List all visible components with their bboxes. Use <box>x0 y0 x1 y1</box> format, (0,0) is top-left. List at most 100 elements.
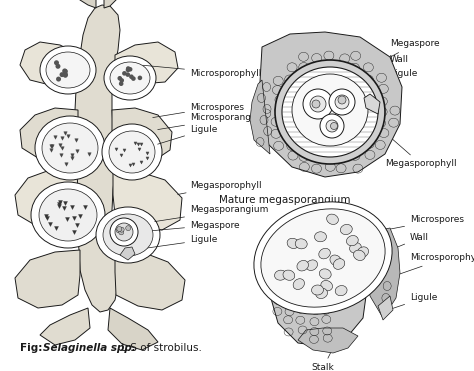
Circle shape <box>63 69 68 74</box>
Circle shape <box>119 78 124 83</box>
Polygon shape <box>20 108 78 158</box>
Circle shape <box>320 114 344 138</box>
Text: Fig:: Fig: <box>20 343 46 353</box>
Circle shape <box>119 227 124 232</box>
Polygon shape <box>15 250 80 308</box>
Polygon shape <box>113 170 182 230</box>
Circle shape <box>122 71 127 76</box>
Ellipse shape <box>319 248 330 259</box>
Circle shape <box>63 72 68 77</box>
Ellipse shape <box>261 209 385 307</box>
Circle shape <box>338 96 346 104</box>
Circle shape <box>326 120 338 132</box>
Circle shape <box>126 226 131 231</box>
Ellipse shape <box>282 67 378 157</box>
Circle shape <box>129 75 134 79</box>
Text: Megaspore: Megaspore <box>330 39 439 89</box>
Text: Microsporophyll: Microsporophyll <box>397 253 474 275</box>
Text: Microsporangium: Microsporangium <box>158 114 268 129</box>
Ellipse shape <box>295 239 307 249</box>
Ellipse shape <box>104 56 156 100</box>
Ellipse shape <box>274 270 286 280</box>
Ellipse shape <box>40 46 96 94</box>
Ellipse shape <box>321 280 333 291</box>
Circle shape <box>56 76 61 82</box>
Ellipse shape <box>357 247 368 257</box>
Ellipse shape <box>314 232 327 242</box>
Circle shape <box>330 122 337 129</box>
Circle shape <box>119 81 123 86</box>
Circle shape <box>335 95 349 109</box>
Polygon shape <box>115 250 185 310</box>
Text: Wall: Wall <box>374 56 409 82</box>
Circle shape <box>310 96 326 112</box>
Circle shape <box>60 72 64 77</box>
Ellipse shape <box>42 123 98 173</box>
Polygon shape <box>115 42 178 84</box>
Text: Megasporophyll: Megasporophyll <box>178 181 262 194</box>
Ellipse shape <box>354 250 365 260</box>
Text: Megaspore: Megaspore <box>141 220 240 232</box>
Circle shape <box>119 230 124 235</box>
Polygon shape <box>108 308 158 350</box>
Text: Mature megasporangium: Mature megasporangium <box>219 195 351 205</box>
Ellipse shape <box>46 52 90 88</box>
Circle shape <box>128 67 132 72</box>
Polygon shape <box>75 5 120 312</box>
Circle shape <box>116 228 121 233</box>
Polygon shape <box>112 108 172 160</box>
Text: Microsporophyll: Microsporophyll <box>143 65 261 78</box>
Circle shape <box>117 227 122 232</box>
Polygon shape <box>72 0 96 8</box>
Circle shape <box>54 60 59 65</box>
Ellipse shape <box>35 116 105 180</box>
Circle shape <box>303 89 333 119</box>
Circle shape <box>329 89 355 115</box>
Polygon shape <box>40 308 90 345</box>
Text: Ligule: Ligule <box>136 236 218 250</box>
Ellipse shape <box>287 238 299 249</box>
Polygon shape <box>364 94 380 114</box>
Text: L.S of strobilus.: L.S of strobilus. <box>118 343 202 353</box>
Ellipse shape <box>306 260 318 270</box>
Ellipse shape <box>319 269 331 279</box>
Ellipse shape <box>292 74 368 146</box>
Ellipse shape <box>335 286 347 296</box>
Ellipse shape <box>346 236 358 246</box>
Polygon shape <box>104 0 124 8</box>
Ellipse shape <box>31 182 105 248</box>
Text: Selaginella spp.: Selaginella spp. <box>43 343 136 353</box>
Polygon shape <box>258 32 402 177</box>
Polygon shape <box>268 268 366 346</box>
Ellipse shape <box>330 255 341 266</box>
Text: Stalk: Stalk <box>311 351 334 371</box>
Ellipse shape <box>102 124 162 180</box>
Ellipse shape <box>293 279 304 289</box>
Text: Ligule: Ligule <box>158 125 218 144</box>
Circle shape <box>63 73 68 78</box>
Ellipse shape <box>283 270 295 280</box>
Text: Megasporophyll: Megasporophyll <box>385 139 456 168</box>
Ellipse shape <box>327 214 338 224</box>
Ellipse shape <box>316 288 328 299</box>
Circle shape <box>312 100 320 108</box>
Circle shape <box>126 66 130 71</box>
Ellipse shape <box>311 285 323 295</box>
Text: Megasporangium: Megasporangium <box>155 206 268 221</box>
Text: Ligule: Ligule <box>376 69 418 102</box>
Ellipse shape <box>254 202 392 314</box>
Polygon shape <box>378 296 393 320</box>
Text: Wall: Wall <box>385 233 429 252</box>
Polygon shape <box>15 170 78 225</box>
Polygon shape <box>250 80 270 154</box>
Ellipse shape <box>103 214 153 256</box>
Ellipse shape <box>109 131 155 173</box>
Circle shape <box>126 72 130 77</box>
Ellipse shape <box>96 207 160 263</box>
Circle shape <box>137 76 142 80</box>
Ellipse shape <box>39 189 97 241</box>
Circle shape <box>131 76 136 81</box>
Circle shape <box>110 218 138 246</box>
Text: Microspores: Microspores <box>373 216 464 233</box>
Ellipse shape <box>340 224 352 234</box>
